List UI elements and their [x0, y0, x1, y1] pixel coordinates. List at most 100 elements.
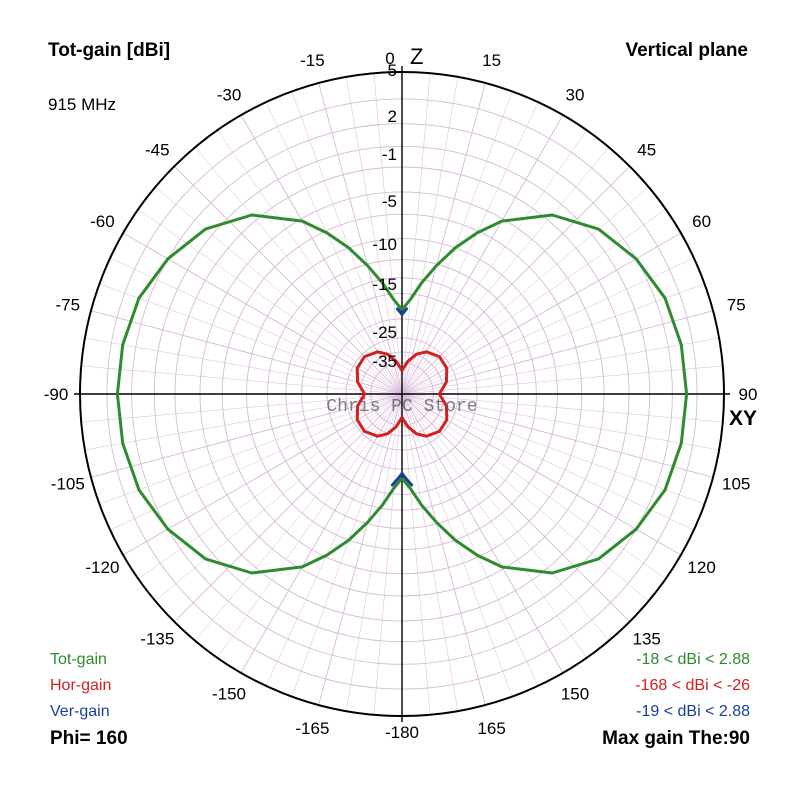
hor-gain-series: [400, 350, 449, 438]
grid-spoke: [155, 393, 403, 602]
angle-tick-label: 75: [727, 295, 746, 314]
frequency-label: 915 MHz: [48, 95, 117, 114]
grid-spoke: [240, 393, 403, 674]
grid-spoke: [401, 232, 682, 395]
grid-spoke: [373, 393, 403, 715]
angle-tick-label: 120: [687, 558, 715, 577]
grid-spoke: [110, 257, 403, 395]
grid-spoke: [401, 102, 539, 395]
grid-spoke: [318, 393, 403, 706]
grid-spoke: [401, 393, 705, 505]
grid-spoke: [110, 393, 403, 531]
axis-layer: [74, 66, 730, 722]
grid-spoke: [217, 393, 403, 658]
phi-label: Phi= 160: [50, 728, 128, 749]
radial-tick-label: -35: [372, 352, 397, 371]
angle-tick-label: -45: [145, 140, 170, 159]
grid-spoke: [401, 393, 682, 556]
radial-tick-label: -5: [382, 192, 397, 211]
angle-tick-label: 0: [385, 49, 394, 68]
radial-tick-label: 2: [388, 107, 397, 126]
grid-spoke: [81, 365, 403, 395]
angle-tick-label: 150: [561, 685, 589, 704]
grid-spoke: [122, 393, 403, 556]
z-axis-label: Z: [410, 44, 423, 69]
grid-spoke: [99, 283, 403, 395]
grid-spoke: [155, 186, 403, 395]
grid-spoke: [401, 393, 610, 641]
legend-hor-gain: Hor-gain: [50, 677, 112, 694]
range-tot-gain: -18 < dBi < 2.88: [636, 651, 750, 668]
range-ver-gain: -19 < dBi < 2.88: [636, 703, 750, 720]
grid-spoke: [318, 82, 403, 395]
angle-tick-label: 90: [739, 385, 758, 404]
grid-spoke: [401, 393, 459, 712]
grid-spoke: [373, 73, 403, 395]
watermark-text: Chris PC Store: [326, 397, 477, 417]
angle-tick-label: -180: [385, 723, 419, 742]
grid-spoke: [84, 393, 403, 451]
grid-spoke: [401, 76, 459, 395]
grid-spoke: [401, 130, 587, 395]
grid-spoke: [265, 102, 403, 395]
angle-tick-label: -150: [212, 685, 246, 704]
grid-spoke: [401, 91, 513, 395]
grid-spoke: [265, 393, 403, 686]
radial-tick-label: 5: [388, 61, 397, 80]
legend-tot-gain: Tot-gain: [50, 651, 107, 668]
grid-spoke: [138, 393, 403, 579]
grid-spoke: [401, 393, 539, 686]
radial-tick-label: -1: [382, 145, 397, 164]
grid-spoke: [345, 393, 403, 712]
angle-tick-label: 30: [566, 85, 585, 104]
grid-spoke: [401, 147, 610, 395]
ver-gain-series: [396, 307, 404, 316]
grid-spoke: [99, 393, 403, 505]
xy-axis-label: XY: [729, 407, 757, 430]
grid-spoke: [90, 310, 403, 395]
hor-gain-series: [355, 350, 404, 438]
grid-spoke: [84, 337, 403, 395]
grid-spoke: [194, 393, 403, 641]
grid-spoke: [401, 393, 649, 602]
angle-tick-label: -105: [51, 475, 85, 494]
grid-spoke: [90, 393, 403, 478]
grid-spoke: [401, 393, 723, 423]
angle-tick-label: 165: [477, 719, 505, 738]
grid-spoke: [401, 209, 666, 395]
grid-spoke: [401, 337, 720, 395]
grid-spoke: [401, 257, 694, 395]
grid-spoke: [401, 393, 513, 697]
angle-tick-label: -60: [90, 212, 115, 231]
angle-tick-label: -165: [295, 719, 329, 738]
plane-title: Vertical plane: [625, 40, 748, 61]
angle-tick-label: -75: [56, 295, 81, 314]
angle-tick-label: 60: [692, 212, 711, 231]
grid-spoke: [401, 393, 431, 715]
angle-tick-label: -120: [85, 558, 119, 577]
angle-tick-label: -135: [140, 630, 174, 649]
grid-spoke: [138, 209, 403, 395]
angle-tick-label: 15: [482, 51, 501, 70]
angle-tick-label: -30: [217, 85, 242, 104]
grid-spoke: [401, 393, 720, 451]
grid-spoke: [401, 393, 714, 478]
grid-spoke: [81, 393, 403, 423]
grid-spoke: [401, 393, 666, 579]
grid-spoke: [401, 114, 564, 395]
grid-spoke: [401, 365, 723, 395]
grid-spoke: [122, 232, 403, 395]
grid-spoke: [401, 393, 564, 674]
grid-spoke: [401, 310, 714, 395]
grid-spoke: [240, 114, 403, 395]
angle-tick-label: 105: [722, 475, 750, 494]
grid-spoke: [401, 393, 587, 658]
radial-tick-label: -10: [372, 235, 397, 254]
grid-spoke: [217, 130, 403, 395]
grid-spoke: [401, 82, 486, 395]
grid-spoke: [401, 393, 694, 531]
tot-gain-series: [115, 213, 404, 575]
label-layer: 0 15 30 45 60 75 90 105 120 135 150 165 -180 -165 -150…: [44, 44, 758, 742]
max-gain-label: Max gain The:90: [602, 728, 750, 749]
